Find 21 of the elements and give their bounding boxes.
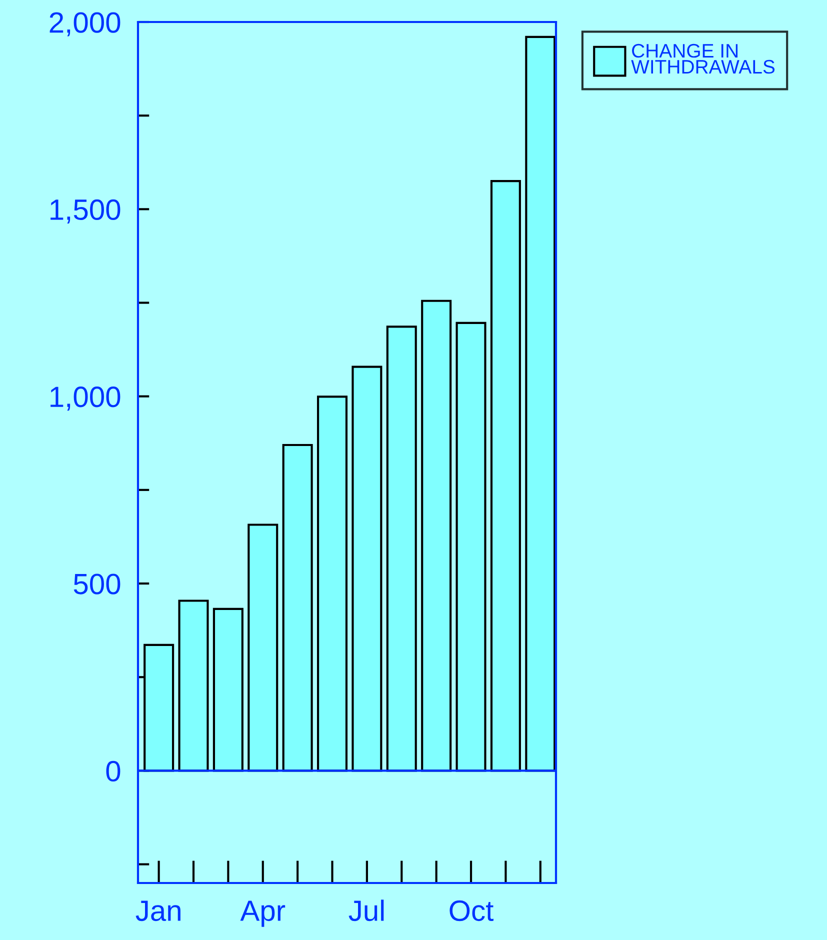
bar — [386, 326, 417, 772]
text: 1,000 — [50, 386, 120, 411]
bar — [178, 600, 209, 772]
bar — [212, 608, 244, 772]
y-tick-label: 0 — [106, 760, 120, 782]
legend-label: CHANGE IN WITHDRAWALS — [631, 44, 775, 74]
bar — [352, 366, 382, 772]
text: 1,500 — [50, 199, 120, 224]
bar — [316, 396, 348, 772]
bar — [248, 524, 278, 772]
x-tick-label: Apr — [240, 900, 286, 927]
bar — [525, 36, 556, 772]
x-tick-label: Oct — [450, 900, 494, 922]
bar — [456, 322, 486, 772]
bar — [421, 300, 452, 772]
x-tick-label: Jul — [348, 900, 384, 922]
bar — [490, 180, 521, 772]
bar — [282, 444, 313, 772]
y-tick-label: 500 — [74, 574, 120, 594]
x-tick-label: Jan — [136, 900, 180, 922]
text: 2,000 — [50, 12, 120, 36]
